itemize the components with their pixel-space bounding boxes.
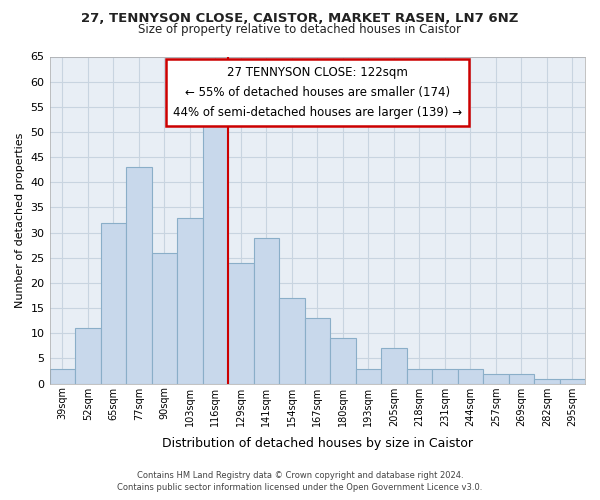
Bar [50, 368, 75, 384]
Bar [330, 338, 356, 384]
Text: 27, TENNYSON CLOSE, CAISTOR, MARKET RASEN, LN7 6NZ: 27, TENNYSON CLOSE, CAISTOR, MARKET RASE… [82, 12, 518, 26]
X-axis label: Distribution of detached houses by size in Caistor: Distribution of detached houses by size … [162, 437, 473, 450]
Bar [152, 253, 177, 384]
Y-axis label: Number of detached properties: Number of detached properties [15, 132, 25, 308]
Bar [458, 368, 483, 384]
Bar [279, 298, 305, 384]
Text: Size of property relative to detached houses in Caistor: Size of property relative to detached ho… [139, 22, 461, 36]
Text: 27 TENNYSON CLOSE: 122sqm
← 55% of detached houses are smaller (174)
44% of semi: 27 TENNYSON CLOSE: 122sqm ← 55% of detac… [173, 66, 462, 120]
Bar [560, 378, 585, 384]
Bar [75, 328, 101, 384]
Bar [534, 378, 560, 384]
Bar [177, 218, 203, 384]
Bar [432, 368, 458, 384]
Bar [356, 368, 381, 384]
Bar [509, 374, 534, 384]
Bar [381, 348, 407, 384]
Text: Contains HM Land Registry data © Crown copyright and database right 2024.
Contai: Contains HM Land Registry data © Crown c… [118, 471, 482, 492]
Bar [203, 122, 228, 384]
Bar [126, 167, 152, 384]
Bar [483, 374, 509, 384]
Bar [407, 368, 432, 384]
Bar [228, 263, 254, 384]
Bar [254, 238, 279, 384]
Bar [305, 318, 330, 384]
Bar [101, 222, 126, 384]
